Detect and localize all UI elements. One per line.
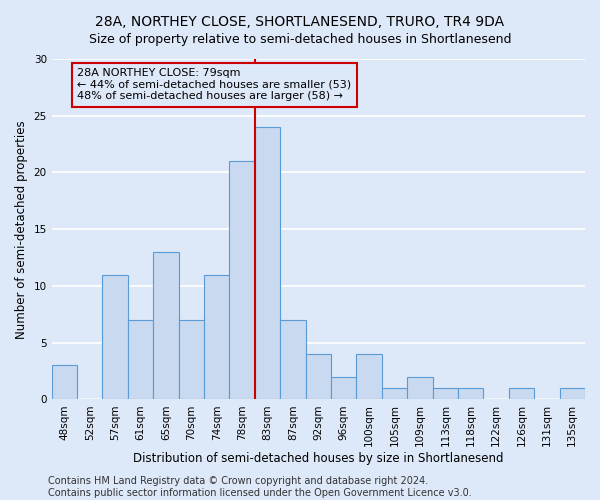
Bar (331, 377, 356, 400)
Text: Contains HM Land Registry data © Crown copyright and database right 2024.
Contai: Contains HM Land Registry data © Crown c… (48, 476, 472, 498)
Bar (305, 354, 331, 400)
Text: 28A, NORTHEY CLOSE, SHORTLANESEND, TRURO, TR4 9DA: 28A, NORTHEY CLOSE, SHORTLANESEND, TRURO… (95, 15, 505, 29)
Text: 28A NORTHEY CLOSE: 79sqm
← 44% of semi-detached houses are smaller (53)
48% of s: 28A NORTHEY CLOSE: 79sqm ← 44% of semi-d… (77, 68, 351, 102)
Bar (407, 377, 433, 400)
Bar (280, 320, 305, 400)
Bar (560, 388, 585, 400)
X-axis label: Distribution of semi-detached houses by size in Shortlanesend: Distribution of semi-detached houses by … (133, 452, 503, 465)
Bar (356, 354, 382, 400)
Bar (229, 161, 255, 400)
Bar (458, 388, 484, 400)
Bar (433, 388, 458, 400)
Bar (153, 252, 179, 400)
Bar (103, 274, 128, 400)
Bar (52, 366, 77, 400)
Bar (255, 127, 280, 400)
Text: Size of property relative to semi-detached houses in Shortlanesend: Size of property relative to semi-detach… (89, 32, 511, 46)
Bar (179, 320, 204, 400)
Bar (128, 320, 153, 400)
Bar (509, 388, 534, 400)
Bar (204, 274, 229, 400)
Bar (382, 388, 407, 400)
Y-axis label: Number of semi-detached properties: Number of semi-detached properties (15, 120, 28, 338)
